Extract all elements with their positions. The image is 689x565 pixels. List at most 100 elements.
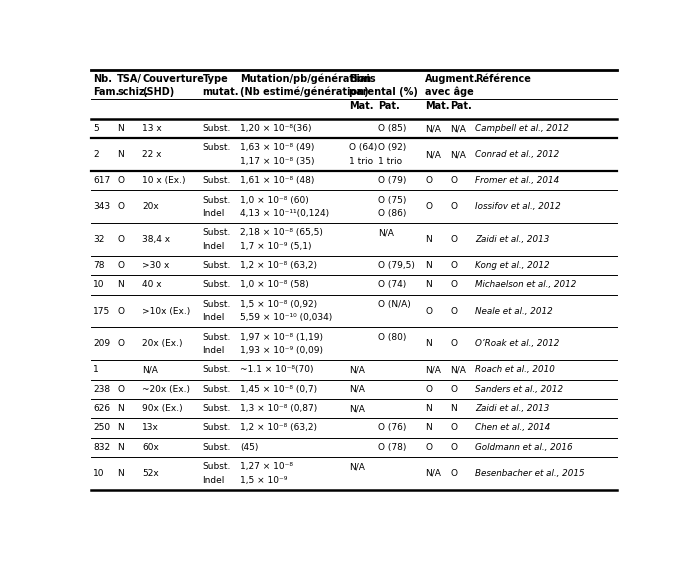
Text: parental (%): parental (%) [349,87,418,97]
Text: O (75): O (75) [378,195,406,205]
Text: O: O [451,443,457,452]
Text: 10: 10 [93,280,105,289]
Text: Subst.: Subst. [203,300,231,309]
Text: Michaelson et al., 2012: Michaelson et al., 2012 [475,280,576,289]
Text: O (76): O (76) [378,424,406,432]
Text: ~1.1 × 10⁻⁸(70): ~1.1 × 10⁻⁸(70) [240,366,313,375]
Text: 4,13 × 10⁻¹¹(0,124): 4,13 × 10⁻¹¹(0,124) [240,209,329,218]
Text: ~20x (Ex.): ~20x (Ex.) [142,385,190,394]
Text: O: O [117,385,124,394]
Text: 1,2 × 10⁻⁸ (63,2): 1,2 × 10⁻⁸ (63,2) [240,424,317,432]
Text: Subst.: Subst. [203,385,231,394]
Text: 343: 343 [93,202,110,211]
Text: O: O [117,176,124,185]
Text: N/A: N/A [451,124,466,133]
Text: Indel: Indel [203,242,225,251]
Text: 209: 209 [93,340,110,348]
Text: 1,0 × 10⁻⁸ (60): 1,0 × 10⁻⁸ (60) [240,195,309,205]
Text: O (86): O (86) [378,209,406,218]
Text: Augment.: Augment. [425,74,479,84]
Text: Biais: Biais [349,74,376,84]
Text: Iossifov et al., 2012: Iossifov et al., 2012 [475,202,561,211]
Text: 617: 617 [93,176,110,185]
Text: 1,97 × 10⁻⁸ (1,19): 1,97 × 10⁻⁸ (1,19) [240,333,323,342]
Text: N: N [425,340,432,348]
Text: 1,45 × 10⁻⁸ (0,7): 1,45 × 10⁻⁸ (0,7) [240,385,317,394]
Text: mutat.: mutat. [203,87,239,97]
Text: Type: Type [203,74,228,84]
Text: Mat.: Mat. [425,101,450,111]
Text: (Nb estimé/génération): (Nb estimé/génération) [240,87,369,97]
Text: 20x: 20x [142,202,159,211]
Text: Couverture: Couverture [142,74,204,84]
Text: Conrad et al., 2012: Conrad et al., 2012 [475,150,559,159]
Text: (45): (45) [240,443,258,452]
Text: N/A: N/A [349,385,364,394]
Text: 78: 78 [93,261,105,270]
Text: Neale et al., 2012: Neale et al., 2012 [475,307,553,315]
Text: Sanders et al., 2012: Sanders et al., 2012 [475,385,563,394]
Text: 13x: 13x [142,424,159,432]
Text: O: O [451,307,457,315]
Text: Subst.: Subst. [203,124,231,133]
Text: 10 x (Ex.): 10 x (Ex.) [142,176,186,185]
Text: Fam.: Fam. [93,87,119,97]
Text: 2,18 × 10⁻⁸ (65,5): 2,18 × 10⁻⁸ (65,5) [240,228,322,237]
Text: Subst.: Subst. [203,462,231,471]
Text: Indel: Indel [203,476,225,485]
Text: 1,5 × 10⁻⁹: 1,5 × 10⁻⁹ [240,476,287,485]
Text: 1 trio: 1 trio [349,157,373,166]
Text: 175: 175 [93,307,110,315]
Text: O: O [451,385,457,394]
Text: O: O [451,280,457,289]
Text: O (92): O (92) [378,144,406,153]
Text: N/A: N/A [451,366,466,375]
Text: Subst.: Subst. [203,424,231,432]
Text: O’Roak et al., 2012: O’Roak et al., 2012 [475,340,559,348]
Text: 2: 2 [93,150,99,159]
Text: Subst.: Subst. [203,366,231,375]
Text: O: O [451,176,457,185]
Text: O: O [425,385,432,394]
Text: O: O [451,235,457,244]
Text: O (N/A): O (N/A) [378,300,411,309]
Text: O (79): O (79) [378,176,406,185]
Text: Subst.: Subst. [203,333,231,342]
Text: N: N [425,235,432,244]
Text: 1,0 × 10⁻⁸ (58): 1,0 × 10⁻⁸ (58) [240,280,309,289]
Text: Campbell et al., 2012: Campbell et al., 2012 [475,124,568,133]
Text: Roach et al., 2010: Roach et al., 2010 [475,366,555,375]
Text: Zaidi et al., 2013: Zaidi et al., 2013 [475,235,549,244]
Text: O (64): O (64) [349,144,377,153]
Text: N/A: N/A [349,366,364,375]
Text: 60x: 60x [142,443,159,452]
Text: O (74): O (74) [378,280,406,289]
Text: Fromer et al., 2014: Fromer et al., 2014 [475,176,559,185]
Text: 1 trio: 1 trio [378,157,402,166]
Text: 1: 1 [93,366,99,375]
Text: N/A: N/A [142,366,158,375]
Text: N/A: N/A [378,228,393,237]
Text: O (80): O (80) [378,333,406,342]
Text: Chen et al., 2014: Chen et al., 2014 [475,424,550,432]
Text: 250: 250 [93,424,110,432]
Text: N/A: N/A [425,469,441,478]
Text: Zaidi et al., 2013: Zaidi et al., 2013 [475,404,549,413]
Text: Subst.: Subst. [203,404,231,413]
Text: N/A: N/A [425,124,441,133]
Text: N: N [117,280,124,289]
Text: Indel: Indel [203,346,225,355]
Text: N: N [117,404,124,413]
Text: O: O [425,202,432,211]
Text: Goldmann et al., 2016: Goldmann et al., 2016 [475,443,573,452]
Text: 1,63 × 10⁻⁸ (49): 1,63 × 10⁻⁸ (49) [240,144,314,153]
Text: 52x: 52x [142,469,159,478]
Text: 5,59 × 10⁻¹⁰ (0,034): 5,59 × 10⁻¹⁰ (0,034) [240,313,332,322]
Text: N: N [425,280,432,289]
Text: N: N [425,261,432,270]
Text: 32: 32 [93,235,105,244]
Text: Subst.: Subst. [203,261,231,270]
Text: 5: 5 [93,124,99,133]
Text: O (79,5): O (79,5) [378,261,415,270]
Text: O: O [117,235,124,244]
